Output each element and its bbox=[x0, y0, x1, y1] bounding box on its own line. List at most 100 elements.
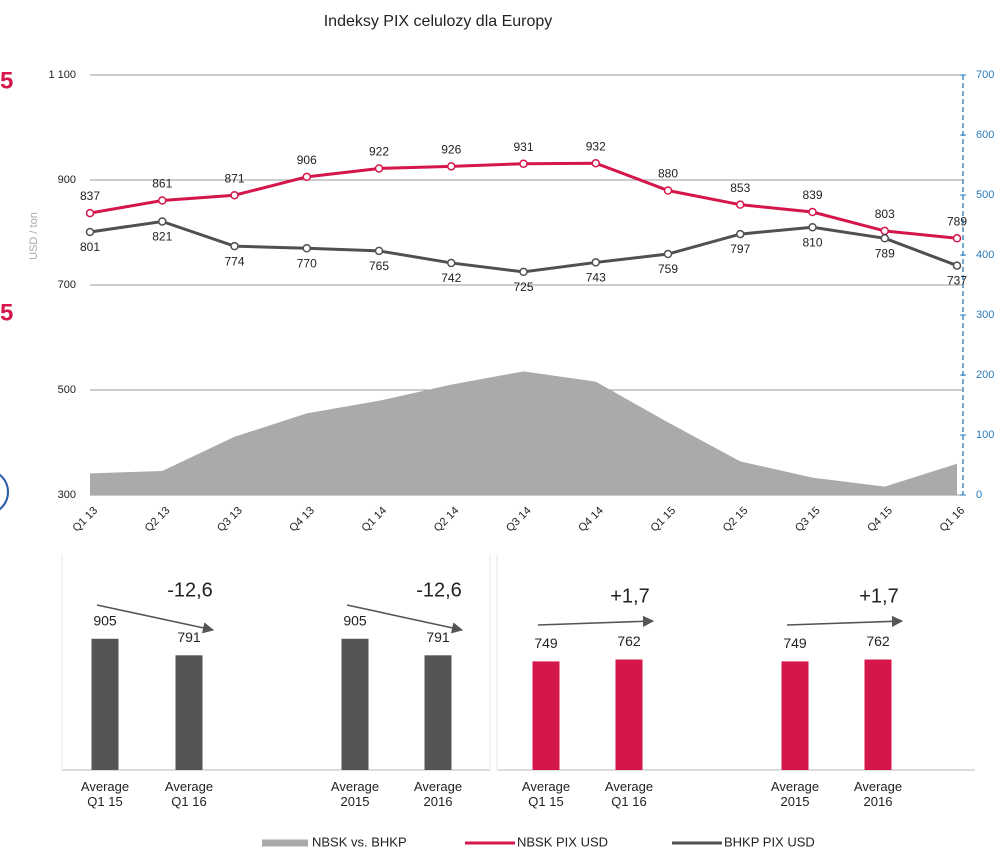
legend-label: BHKP PIX USD bbox=[724, 834, 815, 849]
y-tick-label: 1 100 bbox=[48, 69, 76, 81]
x-tick-label: Q4 15 bbox=[865, 505, 895, 535]
y-tick-label: 300 bbox=[58, 489, 76, 501]
marker bbox=[447, 162, 456, 171]
marker bbox=[952, 261, 962, 270]
bar bbox=[532, 661, 560, 770]
x-tick-label: Q1 15 bbox=[648, 505, 678, 535]
marker bbox=[808, 207, 817, 217]
marker bbox=[230, 190, 239, 200]
marker bbox=[591, 258, 600, 267]
x-tick-label: Average 2016 bbox=[413, 779, 463, 809]
y-tick-label: 900 bbox=[58, 174, 76, 186]
data-label: 803 bbox=[875, 207, 895, 221]
x-tick-label: Average Q1 15 bbox=[80, 779, 130, 809]
data-label: 770 bbox=[297, 256, 317, 270]
marker bbox=[85, 227, 95, 237]
y2-tick-label: 500 bbox=[976, 189, 994, 201]
chart-title: Indeksy PIX celulozy dla Europy bbox=[324, 13, 553, 30]
data-label: 762 bbox=[866, 633, 890, 649]
x-tick-label: Q2 14 bbox=[432, 505, 462, 535]
x-tick-label: Q3 15 bbox=[793, 505, 823, 535]
marker bbox=[447, 258, 456, 268]
data-label: 932 bbox=[586, 139, 606, 153]
y2-tick-label: 200 bbox=[976, 369, 994, 381]
side-mark: 5 bbox=[0, 67, 13, 94]
data-label: 725 bbox=[513, 280, 533, 294]
side-mark: 5 bbox=[0, 299, 13, 326]
x-tick-label: Average Q1 15 bbox=[521, 779, 571, 809]
data-label: 880 bbox=[658, 167, 678, 181]
marker bbox=[230, 241, 239, 251]
data-label: 759 bbox=[658, 262, 678, 276]
marker bbox=[374, 246, 384, 256]
data-label: 905 bbox=[343, 612, 367, 628]
trend-arrow bbox=[537, 615, 655, 627]
data-label: 749 bbox=[534, 635, 558, 651]
bar bbox=[781, 661, 809, 770]
data-label: 839 bbox=[802, 188, 822, 202]
y2-tick-label: 700 bbox=[976, 69, 994, 81]
change-label: -12,6 bbox=[167, 579, 213, 601]
data-label: 749 bbox=[783, 635, 807, 651]
y2-tick-label: 400 bbox=[976, 249, 994, 261]
data-label: 762 bbox=[617, 633, 641, 649]
bar bbox=[424, 655, 452, 770]
data-label: 791 bbox=[177, 629, 201, 645]
x-tick-label: Q2 13 bbox=[143, 505, 173, 535]
y2-tick-label: 600 bbox=[976, 129, 994, 141]
x-tick-label: Q1 14 bbox=[359, 505, 389, 535]
marker bbox=[736, 229, 745, 239]
bar bbox=[175, 655, 203, 770]
data-label: 861 bbox=[152, 177, 172, 191]
data-label: 871 bbox=[224, 171, 244, 185]
data-label: 853 bbox=[730, 181, 750, 195]
data-label: 742 bbox=[441, 271, 461, 285]
marker bbox=[880, 226, 889, 236]
trend-arrow bbox=[96, 604, 215, 634]
y-tick-label: 700 bbox=[58, 279, 76, 291]
data-label: 905 bbox=[93, 612, 117, 628]
marker bbox=[302, 244, 311, 253]
marker bbox=[519, 159, 528, 168]
x-tick-label: Average Q1 16 bbox=[164, 779, 214, 809]
marker bbox=[85, 208, 95, 218]
data-label: 821 bbox=[152, 230, 172, 244]
data-label: 774 bbox=[224, 254, 244, 268]
data-label: 837 bbox=[80, 189, 100, 203]
x-tick-label: Q3 13 bbox=[215, 505, 245, 535]
area bbox=[90, 371, 957, 495]
x-tick-label: Q3 14 bbox=[504, 505, 534, 535]
x-tick-label: Q2 15 bbox=[721, 505, 751, 535]
marker bbox=[302, 172, 311, 182]
marker bbox=[519, 267, 528, 277]
bar bbox=[864, 659, 892, 770]
data-label: 789 bbox=[947, 214, 967, 228]
x-tick-label: Average 2016 bbox=[853, 779, 903, 809]
marker bbox=[663, 249, 673, 259]
data-label: 791 bbox=[426, 629, 450, 645]
marker bbox=[952, 234, 962, 243]
side-circle bbox=[0, 473, 9, 511]
x-tick-label: Q4 14 bbox=[576, 505, 606, 535]
legend-label: NBSK vs. BHKP bbox=[312, 834, 407, 849]
bar bbox=[615, 659, 643, 770]
data-label: 797 bbox=[730, 242, 750, 256]
data-label: 906 bbox=[297, 153, 317, 167]
x-tick-label: Q1 13 bbox=[70, 505, 100, 535]
change-label: +1,7 bbox=[859, 585, 898, 607]
trend-arrow bbox=[786, 615, 904, 627]
data-label: 931 bbox=[513, 140, 533, 154]
x-tick-label: Q1 16 bbox=[937, 505, 967, 535]
bar bbox=[91, 638, 119, 770]
marker bbox=[736, 200, 745, 209]
change-label: -12,6 bbox=[416, 579, 462, 601]
marker bbox=[663, 186, 673, 195]
data-label: 810 bbox=[802, 235, 822, 249]
x-tick-label: Average 2015 bbox=[770, 779, 820, 809]
y-tick-label: 500 bbox=[58, 384, 76, 396]
y-axis-label: USD / ton bbox=[28, 212, 40, 260]
data-label: 789 bbox=[875, 246, 895, 260]
marker bbox=[158, 196, 167, 205]
data-label: 926 bbox=[441, 143, 461, 157]
